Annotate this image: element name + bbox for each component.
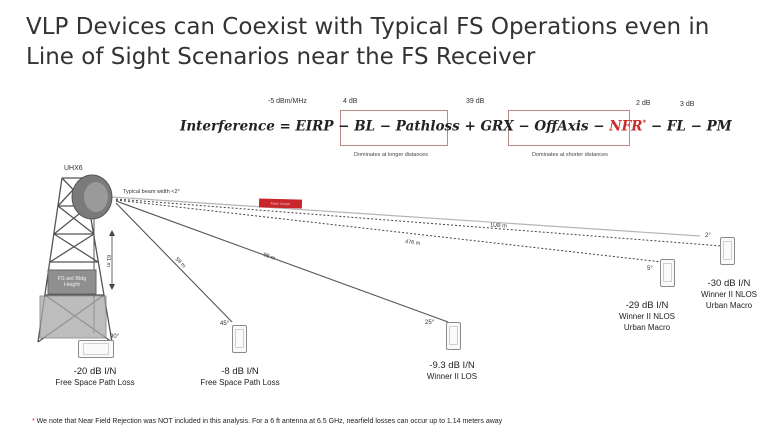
footnote-star: *	[32, 418, 35, 425]
footnote-text: We note that Near Field Rejection was NO…	[34, 418, 503, 425]
distance-1ub-m: 1UB m	[489, 222, 508, 230]
device-45deg-result: -8 dB I/N	[221, 366, 259, 377]
device-2deg-model2: Urban Macro	[705, 301, 753, 310]
device-2deg-icon	[720, 237, 735, 265]
footnote: * We note that Near Field Rejection was …	[32, 418, 502, 425]
device-25deg-label: -9.3 dB I/N Winner II LOS	[412, 360, 492, 382]
slide-title: VLP Devices can Coexist with Typical FS …	[26, 12, 746, 72]
offaxis-note: Dominates at shorter distances	[532, 152, 608, 158]
path-25deg	[115, 200, 449, 323]
slide-title-line2: Line of Sight Scenarios near the FS Rece…	[26, 44, 536, 70]
device-5deg-model2: Urban Macro	[623, 323, 671, 332]
main-beam-bar: Main beam	[258, 198, 303, 209]
pm-value: 3 dB	[680, 101, 695, 108]
device-90deg-result: -20 dB I/N	[73, 366, 117, 377]
pathloss-box	[340, 110, 448, 146]
device-25deg-model: Winner II LOS	[426, 372, 478, 381]
beam-width-label: Typical beam width <2°	[123, 189, 180, 195]
grx-value: 39 dB	[466, 98, 485, 105]
device-2deg-model: Winner II NLOS	[700, 290, 757, 299]
device-2deg-angle: 2°	[705, 233, 711, 239]
device-90deg-label: -20 dB I/N Free Space Path Loss	[50, 366, 140, 388]
device-5deg-icon	[660, 259, 675, 287]
eirp-value: -5 dBm/MHz	[268, 98, 307, 105]
interference-formula: Interference = EIRP − BL − Pathloss + GR…	[180, 118, 732, 135]
device-90deg-angle: 90°	[110, 334, 120, 340]
tower-shelter-label: FS ant Bldg Height	[57, 276, 87, 288]
path-5deg	[115, 199, 663, 263]
path-45deg	[115, 202, 233, 323]
path-2deg	[115, 198, 723, 247]
device-5deg-model: Winner II NLOS	[618, 312, 675, 321]
device-5deg-label: -29 dB I/N Winner II NLOS Urban Macro	[608, 300, 686, 333]
fl-value: 2 dB	[636, 100, 651, 107]
device-2deg-result: -30 dB I/N	[707, 278, 751, 289]
pathloss-note: Dominates at longer distances	[354, 152, 428, 158]
formula-tail: − FL − PM	[650, 118, 732, 135]
device-5deg-result: -29 dB I/N	[625, 300, 669, 311]
slide-title-line1: VLP Devices can Coexist with Typical FS …	[26, 14, 710, 40]
device-25deg-result: -9.3 dB I/N	[429, 360, 475, 371]
tower-height-label: 61 m	[105, 254, 112, 268]
device-5deg-angle: 5°	[647, 266, 653, 272]
dish-inner	[84, 182, 108, 212]
bl-value: 4 dB	[343, 98, 358, 105]
formula-nfr: NFR	[609, 118, 643, 135]
device-45deg-model: Free Space Path Loss	[200, 378, 280, 387]
tower-base	[39, 295, 107, 339]
formula-offaxis: − OffAxis −	[518, 118, 610, 135]
tower-label: UHX6	[64, 165, 83, 172]
device-25deg-icon	[446, 322, 461, 350]
device-45deg-icon	[232, 325, 247, 353]
device-2deg-label: -30 dB I/N Winner II NLOS Urban Macro	[692, 278, 766, 311]
formula-grx: + GRX	[464, 118, 514, 135]
device-45deg-angle: 45°	[220, 321, 230, 327]
device-90deg-model: Free Space Path Loss	[55, 378, 135, 387]
device-90deg-icon	[78, 340, 114, 358]
formula-lhs: Interference = EIRP − BL	[180, 118, 376, 135]
tower-shelter	[47, 269, 97, 295]
beam-upper-line	[111, 196, 701, 237]
formula-nfr-star: *	[642, 118, 647, 127]
formula-pathloss: − Pathloss	[379, 118, 460, 135]
offaxis-box	[508, 110, 630, 146]
device-25deg-angle: 25°	[425, 320, 435, 326]
device-45deg-label: -8 dB I/N Free Space Path Loss	[190, 366, 290, 388]
